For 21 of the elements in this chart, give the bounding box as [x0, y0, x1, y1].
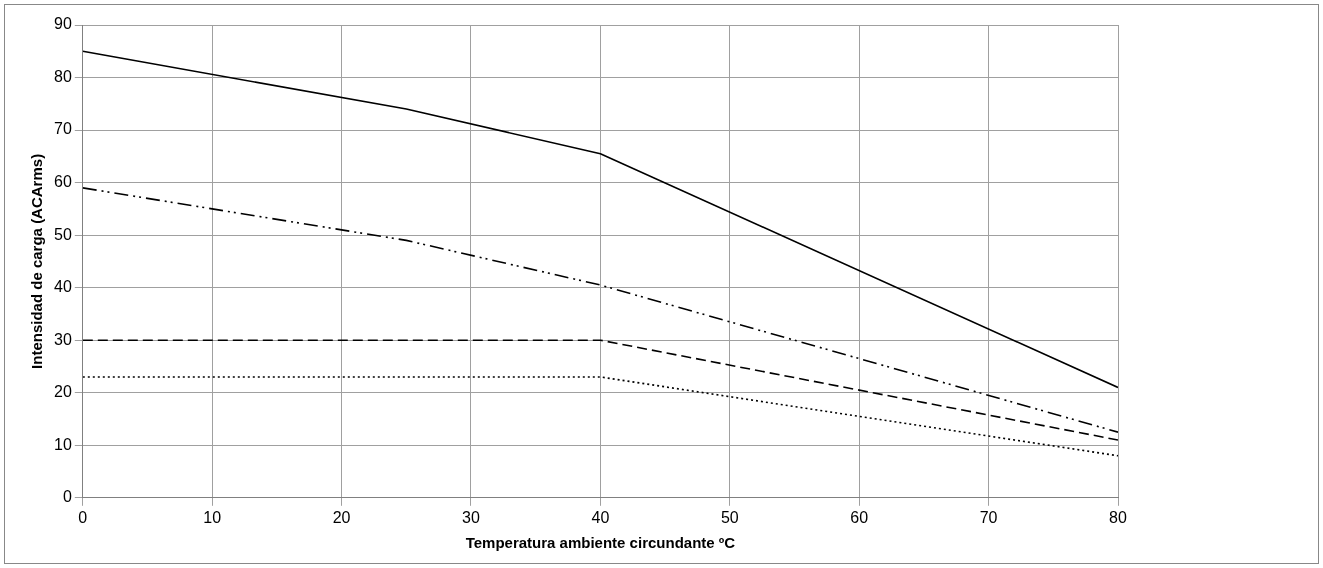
y-tick-label: 60: [54, 173, 72, 191]
x-tick-label: 60: [850, 508, 869, 526]
y-tick-label: 50: [54, 225, 72, 243]
y-tick-label: 0: [62, 488, 72, 506]
x-tick-label: 10: [203, 508, 222, 526]
y-tick-label: 70: [54, 120, 72, 138]
x-tick-label: 0: [78, 508, 88, 526]
y-tick-label: 10: [54, 435, 72, 453]
y-axis-title: Intensidad de carga (ACArms): [28, 153, 46, 369]
y-tick-label: 30: [54, 330, 72, 348]
x-tick-label: 80: [1109, 508, 1127, 526]
y-tick-label: 90: [54, 15, 72, 33]
x-tick-label: 20: [332, 508, 351, 526]
x-tick-label: 70: [979, 508, 998, 526]
x-axis-title: Temperatura ambiente circundante ºC: [465, 534, 736, 552]
x-tick-label: 30: [462, 508, 480, 526]
x-tick-label: 40: [591, 508, 610, 526]
x-tick-label: 50: [720, 508, 739, 526]
y-tick-label: 40: [54, 278, 72, 296]
y-tick-label: 80: [54, 67, 72, 85]
y-tick-label: 20: [54, 383, 72, 401]
